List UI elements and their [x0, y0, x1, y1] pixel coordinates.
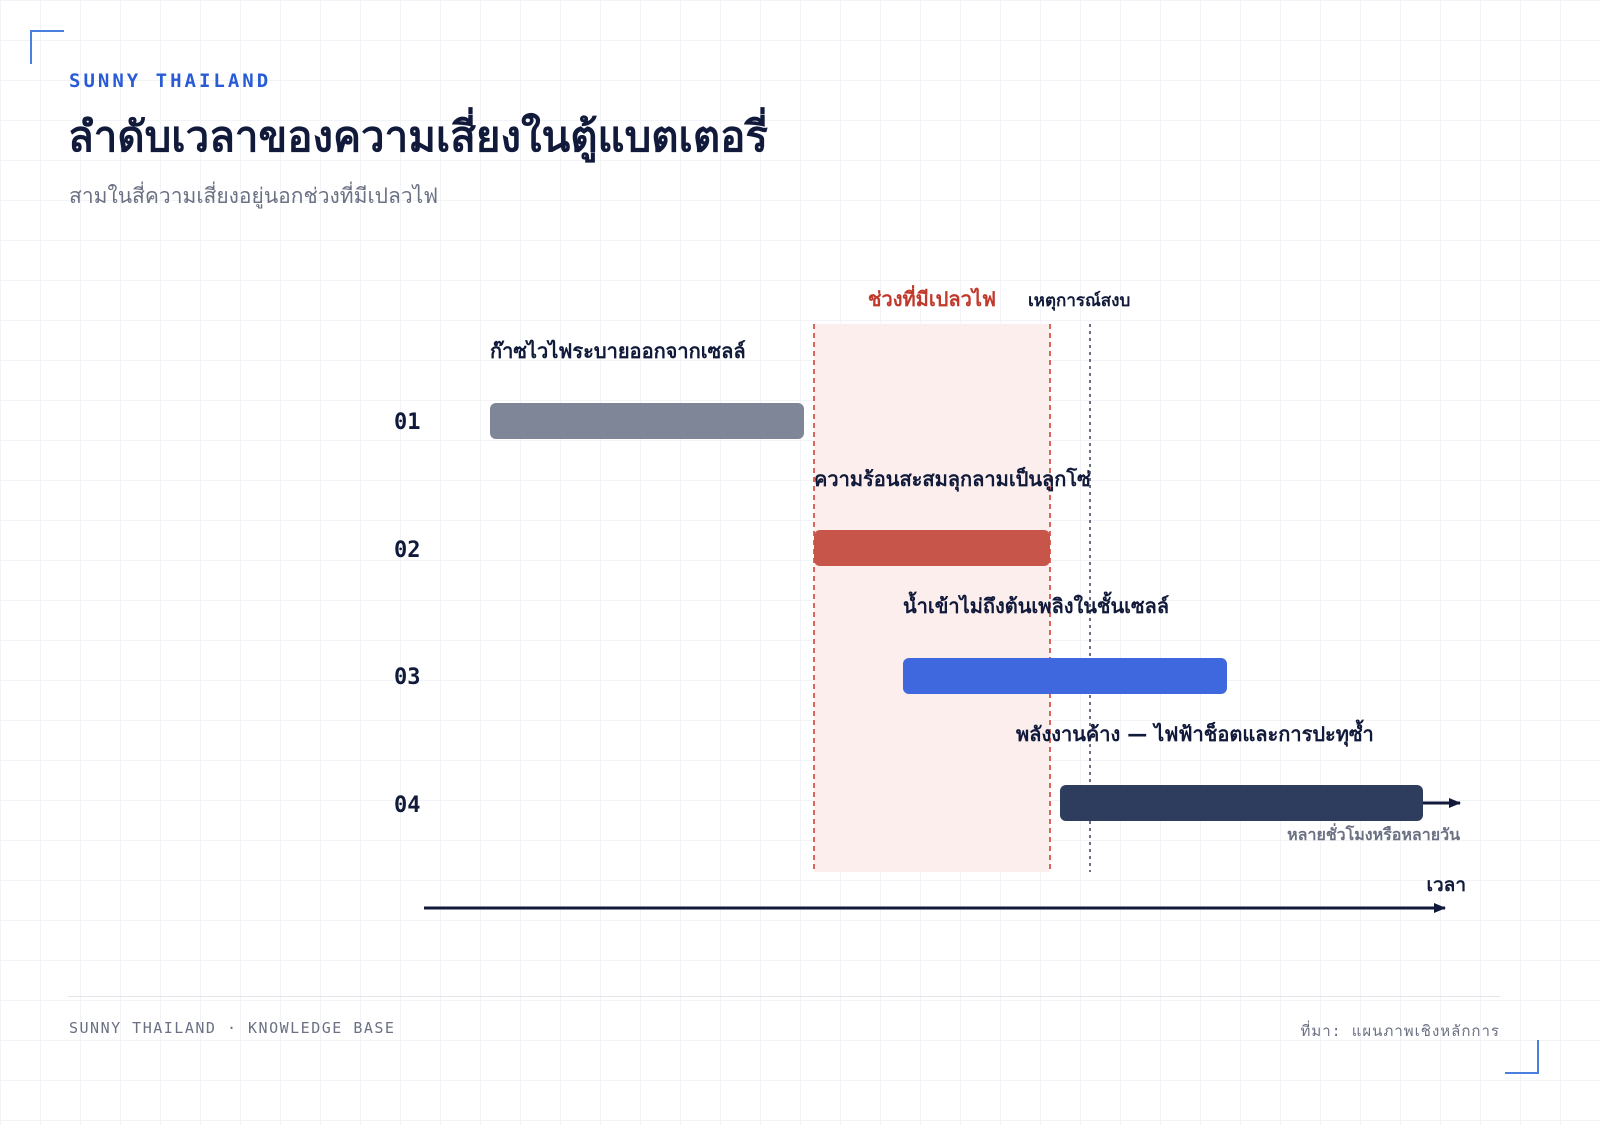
corner-accent-bottom-right	[1505, 1040, 1539, 1074]
row-number-04: 04	[394, 793, 421, 818]
calm-event-label: เหตุการณ์สงบ	[1028, 290, 1130, 311]
row-label-02: ความร้อนสะสมลุกลามเป็นลูกโซ่	[814, 466, 1091, 493]
duration-note: หลายชั่วโมงหรือหลายวัน	[1287, 823, 1460, 844]
footer-brand: SUNNY THAILAND · KNOWLEDGE BASE	[69, 1019, 396, 1037]
corner-accent-top-left	[30, 30, 64, 64]
row-label-03: น้ำเข้าไม่ถึงต้นเพลิงในชั้นเซลล์	[903, 591, 1169, 618]
flame-zone-label: ช่วงที่มีเปลวไฟ	[868, 284, 996, 311]
risk-bar-01	[490, 403, 804, 439]
risk-bar-02	[814, 530, 1050, 566]
footer-divider	[68, 996, 1500, 997]
page-title: ลำดับเวลาของความเสี่ยงในตู้แบตเตอรี่	[68, 112, 768, 161]
row-label-01: ก๊าซไวไฟระบายออกจากเซลล์	[490, 339, 746, 363]
page-subtitle: สามในสี่ความเสี่ยงอยู่นอกช่วงที่มีเปลวไฟ	[69, 184, 439, 208]
row-number-03: 03	[394, 665, 421, 690]
footer-source: ที่มา: แผนภาพเชิงหลักการ	[1300, 1022, 1500, 1040]
row-number-01: 01	[394, 410, 421, 435]
flame-zone	[814, 324, 1050, 872]
row-label-04: พลังงานค้าง — ไฟฟ้าช็อตและการปะทุซ้ำ	[1016, 719, 1374, 747]
risk-bar-04	[1060, 785, 1423, 821]
brand-label: SUNNY THAILAND	[69, 70, 272, 92]
time-axis-label: เวลา	[1427, 874, 1466, 896]
row-number-02: 02	[394, 538, 421, 563]
risk-bar-03	[903, 658, 1227, 694]
